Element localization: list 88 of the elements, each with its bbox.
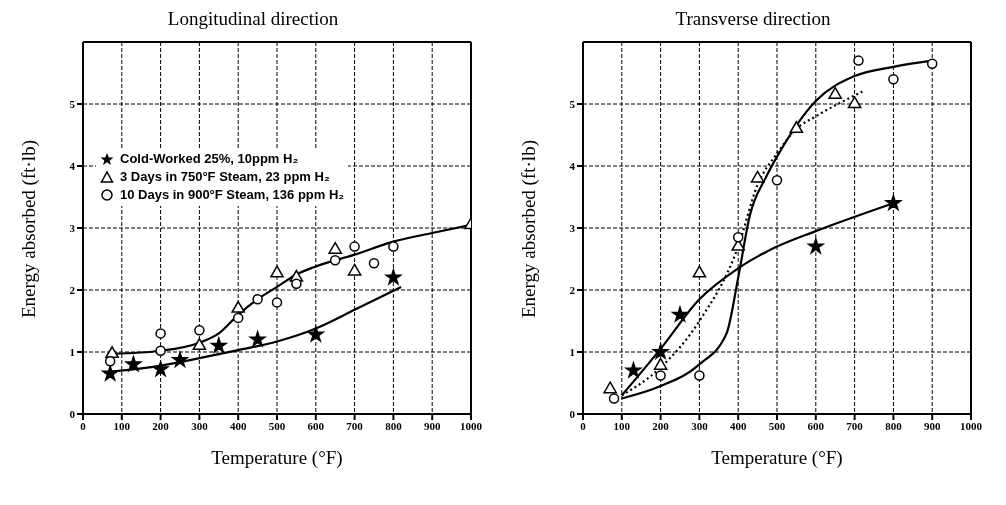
point (231, 300, 246, 313)
point (625, 362, 642, 378)
point (853, 55, 864, 66)
point (885, 194, 902, 211)
y-tick-label: 0 (569, 407, 576, 420)
x-axis-title: Temperature (°F) (711, 447, 843, 469)
x-tick-label: 1000 (460, 419, 483, 432)
point (349, 241, 360, 252)
x-tick-label: 300 (691, 419, 709, 432)
point (155, 345, 166, 357)
point (210, 337, 227, 353)
x-tick-label: 200 (652, 419, 670, 432)
point (847, 96, 862, 109)
point (155, 328, 166, 339)
point (270, 265, 284, 278)
point (194, 325, 205, 336)
x-tick-label: 300 (191, 419, 209, 432)
x-tick-label: 0 (580, 419, 587, 432)
y-tick-label: 5 (569, 97, 576, 110)
x-tick-label: 100 (613, 419, 631, 432)
point (653, 357, 668, 370)
point (655, 370, 666, 381)
point (152, 361, 169, 377)
x-axis-title: Temperature (°F) (211, 447, 343, 469)
point (249, 331, 266, 347)
point (172, 351, 188, 367)
x-tick-label: 500 (268, 419, 286, 432)
point (789, 121, 804, 134)
y-tick-label: 4 (69, 159, 76, 172)
point (192, 338, 207, 351)
y-axis-title: Energy absorbed (ft·lb) (517, 140, 540, 318)
point (603, 381, 617, 394)
x-tick-label: 0 (80, 419, 87, 432)
y-tick-label: 1 (569, 345, 575, 358)
point (347, 263, 362, 276)
point (926, 58, 938, 69)
point (888, 73, 899, 85)
x-tick-label: 600 (307, 419, 325, 432)
y-axis-title: Energy absorbed (ft·lb) (17, 140, 40, 318)
x-tick-label: 800 (885, 419, 903, 432)
y-tick-label: 5 (69, 97, 76, 110)
x-tick-label: 600 (807, 419, 825, 432)
y-tick-label: 2 (569, 283, 576, 296)
x-tick-label: 900 (923, 419, 941, 432)
point (732, 232, 744, 243)
y-tick-label: 4 (569, 159, 576, 172)
point (694, 370, 705, 381)
point (328, 241, 343, 254)
x-tick-label: 200 (152, 419, 170, 432)
point (291, 278, 302, 290)
y-tick-label: 2 (69, 283, 76, 296)
point (672, 306, 688, 322)
point (252, 294, 263, 305)
y-tick-label: 3 (69, 221, 76, 234)
x-tick-label: 800 (385, 419, 403, 432)
y-tick-label: 1 (69, 345, 75, 358)
x-tick-label: 500 (768, 419, 786, 432)
legend-label: Cold-Worked 25%, 10ppm H₂ (120, 150, 299, 168)
y-tick-label: 3 (569, 221, 576, 234)
x-tick-label: 400 (729, 419, 747, 432)
point (368, 258, 380, 269)
point (125, 356, 142, 372)
point (104, 356, 116, 367)
legend-label: 10 Days in 900°F Steam, 136 ppm H₂ (120, 186, 345, 204)
legend-label: 3 Days in 750°F Steam, 23 ppm H₂ (120, 168, 330, 186)
point (329, 254, 341, 266)
point (232, 312, 244, 324)
point (750, 170, 765, 183)
point (388, 241, 399, 252)
x-tick-label: 400 (229, 419, 247, 432)
point (828, 86, 843, 99)
x-tick-label: 1000 (960, 419, 983, 432)
x-tick-label: 700 (846, 419, 864, 432)
x-tick-label: 100 (113, 419, 131, 432)
point (271, 297, 283, 308)
point (692, 265, 707, 278)
point (307, 326, 324, 342)
point (807, 238, 824, 254)
point (385, 269, 402, 285)
chart-title: Transverse direction (674, 8, 832, 31)
chart-title: Longitudinal direction (166, 8, 340, 31)
point (102, 365, 119, 381)
x-tick-label: 700 (346, 419, 364, 432)
y-tick-label: 0 (69, 407, 76, 420)
point (652, 343, 669, 359)
x-tick-label: 900 (423, 419, 441, 432)
point (608, 393, 620, 404)
point (771, 175, 783, 186)
